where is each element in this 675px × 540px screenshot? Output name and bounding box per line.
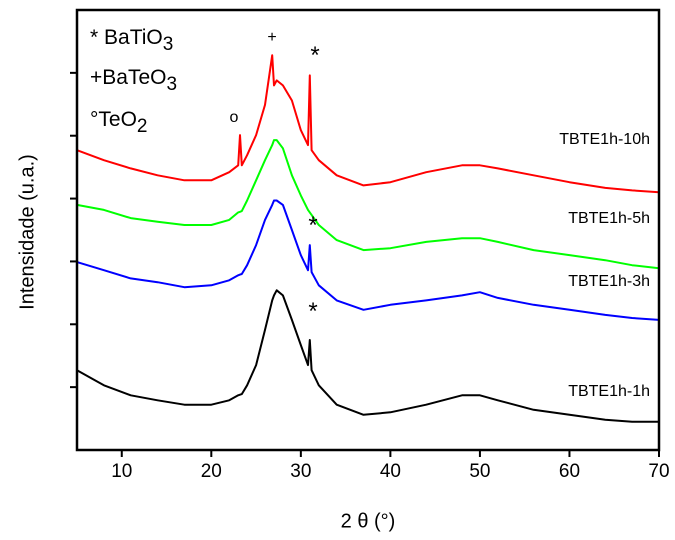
annotation-text: + (267, 29, 276, 46)
x-tick-label: 30 (290, 461, 311, 482)
annotation: * (310, 42, 319, 69)
annotation-text: +BaTeO (90, 66, 166, 89)
annotation-subscript: 3 (166, 74, 177, 95)
annotation-subscript: 3 (163, 34, 174, 55)
annotation: +BaTeO3 (90, 66, 177, 95)
annotation: + (267, 29, 276, 46)
annotation: * (308, 212, 317, 239)
x-tick-label: 60 (559, 461, 580, 482)
series-line (76, 139, 660, 270)
annotation-subscript: 2 (137, 116, 148, 137)
x-tick-label: 50 (469, 461, 490, 482)
series-label: TBTE1h-10h (559, 131, 650, 148)
annotation: o (230, 109, 239, 126)
series-label: TBTE1h-1h (568, 383, 650, 400)
x-axis-label: 2 θ (°) (341, 510, 396, 532)
y-axis-label: Intensidade (u.a.) (16, 154, 38, 310)
annotation-text: o (230, 109, 239, 126)
annotation: * (308, 298, 317, 325)
x-tick-label: 20 (201, 461, 222, 482)
annotation: °TeO2 (90, 108, 148, 137)
annotation-text: * (308, 298, 317, 325)
x-tick-label: 70 (648, 461, 669, 482)
annotation: * BaTiO3 (90, 26, 173, 55)
annotation-text: °TeO (90, 108, 137, 131)
plot-frame (75, 8, 661, 452)
series-line (76, 54, 660, 194)
x-tick-label: 40 (380, 461, 401, 482)
series-line (76, 199, 660, 321)
series-line (76, 289, 659, 423)
series-label: TBTE1h-3h (568, 273, 650, 290)
x-tick-label: 10 (111, 461, 132, 482)
series-label: TBTE1h-5h (568, 210, 650, 227)
annotation-text: * (310, 42, 319, 69)
annotation-text: * (308, 212, 317, 239)
annotation-text: * BaTiO (90, 26, 163, 49)
